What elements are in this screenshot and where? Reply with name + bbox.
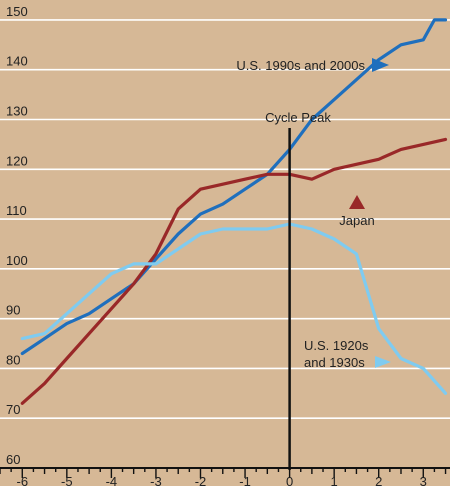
series-lines [20,18,448,405]
x-tick-label: 3 [420,474,427,486]
cycle-peak-label: Cycle Peak [265,110,331,125]
x-tick-label: -5 [61,474,73,486]
y-tick-labels: 60 70 80 90 100 110 120 130 140 150 [6,4,28,467]
y-tick-label: 120 [6,153,28,168]
us-1920s-1930s-arrow-icon [375,356,391,368]
us-1990s-2000s-arrow-icon [372,58,389,72]
japan-label: Japan [339,213,374,228]
y-tick-label: 140 [6,54,28,69]
x-tick-label: 1 [331,474,338,486]
x-tick-label: 0 [286,474,293,486]
series-line-2 [20,222,448,395]
us-1930s-label: and 1930s [304,355,365,370]
x-tick-label: -6 [16,474,28,486]
x-tick-labels: -6 -5 -4 -3 -2 -1 0 1 2 3 [16,474,426,486]
us-1920s-label: U.S. 1920s [304,338,369,353]
y-tick-label: 150 [6,4,28,19]
x-ticks [0,468,447,478]
x-tick-label: -4 [106,474,118,486]
y-tick-label: 80 [6,352,20,367]
y-tick-label: 90 [6,303,20,318]
japan-arrow-icon [349,195,365,209]
y-tick-label: 60 [6,452,20,467]
series-line-1 [20,137,448,405]
y-tick-label: 110 [6,203,27,218]
x-tick-label: -3 [150,474,162,486]
us-1990s-2000s-label: U.S. 1990s and 2000s [236,58,365,73]
x-tick-label: -2 [195,474,207,486]
y-tick-label: 130 [6,103,28,118]
y-tick-label: 100 [6,253,28,268]
x-tick-label: -1 [239,474,251,486]
series-line-0 [20,18,448,356]
y-tick-label: 70 [6,402,20,417]
x-tick-label: 2 [375,474,382,486]
